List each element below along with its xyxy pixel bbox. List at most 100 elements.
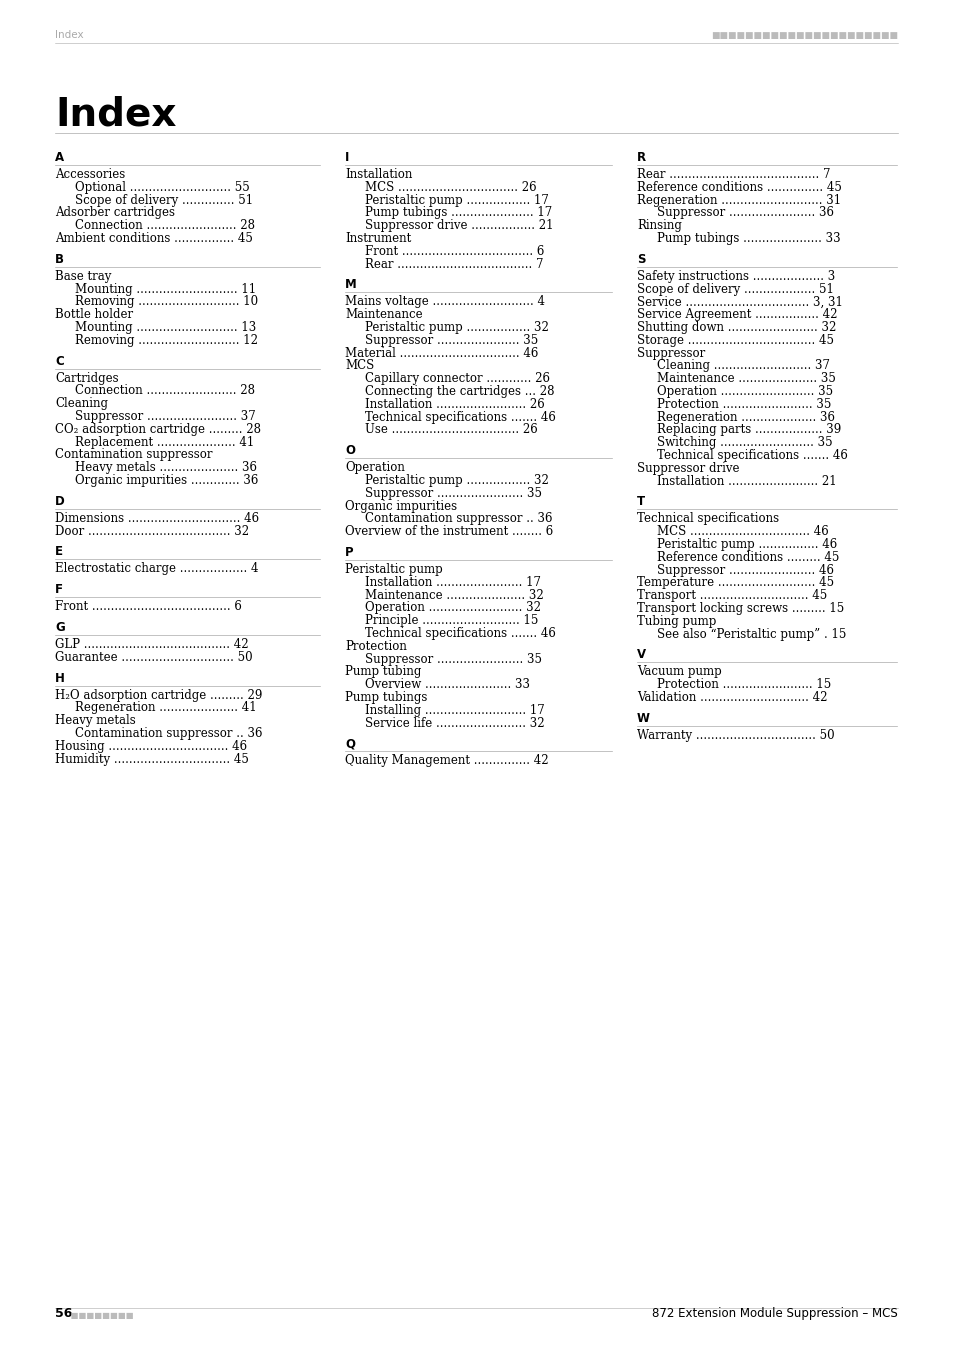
Text: See also “Peristaltic pump” . 15: See also “Peristaltic pump” . 15 (657, 628, 845, 641)
Text: Suppressor ........................ 37: Suppressor ........................ 37 (75, 410, 255, 423)
Text: Validation ............................. 42: Validation .............................… (637, 691, 826, 703)
Text: Protection ........................ 15: Protection ........................ 15 (657, 678, 830, 691)
Text: Regeneration ..................... 41: Regeneration ..................... 41 (75, 702, 256, 714)
Text: Suppressor: Suppressor (637, 347, 704, 359)
Text: Service life ........................ 32: Service life ........................ 32 (365, 717, 544, 729)
Text: Replacing parts .................. 39: Replacing parts .................. 39 (657, 424, 841, 436)
Text: Heavy metals ..................... 36: Heavy metals ..................... 36 (75, 462, 256, 474)
Text: 56: 56 (55, 1307, 72, 1320)
Text: Installation ........................ 26: Installation ........................ 26 (365, 398, 544, 410)
Text: Technical specifications ....... 46: Technical specifications ....... 46 (365, 410, 556, 424)
Text: Index: Index (55, 30, 84, 40)
Text: ■■■■■■■■: ■■■■■■■■ (68, 1311, 133, 1320)
Text: Reference conditions ............... 45: Reference conditions ............... 45 (637, 181, 841, 194)
Text: Protection ........................ 35: Protection ........................ 35 (657, 398, 830, 410)
Text: Storage .................................. 45: Storage ................................… (637, 333, 833, 347)
Text: Pump tubings ..................... 33: Pump tubings ..................... 33 (657, 232, 840, 244)
Text: Suppressor drive ................. 21: Suppressor drive ................. 21 (365, 219, 553, 232)
Text: D: D (55, 495, 65, 508)
Text: Overview of the instrument ........ 6: Overview of the instrument ........ 6 (345, 525, 553, 539)
Text: Rear ........................................ 7: Rear ...................................… (637, 167, 830, 181)
Text: ■■■■■■■■■■■■■■■■■■■■■■: ■■■■■■■■■■■■■■■■■■■■■■ (710, 31, 897, 40)
Text: Pump tubing: Pump tubing (345, 666, 421, 679)
Text: T: T (637, 495, 644, 509)
Text: Installation: Installation (345, 167, 412, 181)
Text: Suppressor ....................... 35: Suppressor ....................... 35 (365, 652, 541, 666)
Text: Rear .................................... 7: Rear ...................................… (365, 258, 543, 270)
Text: Cartridges: Cartridges (55, 371, 118, 385)
Text: Peristaltic pump ................. 32: Peristaltic pump ................. 32 (365, 474, 548, 487)
Text: Removing ........................... 10: Removing ........................... 10 (75, 296, 258, 308)
Text: Organic impurities ............. 36: Organic impurities ............. 36 (75, 474, 258, 487)
Text: Peristaltic pump ................ 46: Peristaltic pump ................ 46 (657, 539, 837, 551)
Text: Technical specifications ....... 46: Technical specifications ....... 46 (365, 626, 556, 640)
Text: R: R (637, 151, 645, 163)
Text: Adsorber cartridges: Adsorber cartridges (55, 207, 174, 220)
Text: Door ...................................... 32: Door ...................................… (55, 525, 249, 537)
Text: Front ................................... 6: Front ..................................… (365, 244, 544, 258)
Text: Warranty ................................ 50: Warranty ...............................… (637, 729, 834, 741)
Text: Regeneration ........................... 31: Regeneration ...........................… (637, 193, 841, 207)
Text: GLP ....................................... 42: GLP ....................................… (55, 639, 249, 651)
Text: Maintenance: Maintenance (345, 308, 422, 321)
Text: Use .................................. 26: Use .................................. 2… (365, 424, 537, 436)
Text: Contamination suppressor .. 36: Contamination suppressor .. 36 (365, 513, 552, 525)
Text: Q: Q (345, 737, 355, 751)
Text: Accessories: Accessories (55, 167, 125, 181)
Text: Dimensions .............................. 46: Dimensions .............................… (55, 512, 259, 525)
Text: Optional ........................... 55: Optional ........................... 55 (75, 181, 250, 194)
Text: Removing ........................... 12: Removing ........................... 12 (75, 333, 257, 347)
Text: Capillary connector ............ 26: Capillary connector ............ 26 (365, 373, 550, 385)
Text: Front ..................................... 6: Front ..................................… (55, 601, 242, 613)
Text: S: S (637, 252, 645, 266)
Text: Shutting down ........................ 32: Shutting down ........................ 3… (637, 321, 836, 333)
Text: CO₂ adsorption cartridge ......... 28: CO₂ adsorption cartridge ......... 28 (55, 423, 261, 436)
Text: Organic impurities: Organic impurities (345, 500, 456, 513)
Text: Service Agreement ................. 42: Service Agreement ................. 42 (637, 308, 837, 321)
Text: Material ................................ 46: Material ...............................… (345, 347, 537, 359)
Text: MCS ................................ 26: MCS ................................ 26 (365, 181, 536, 194)
Text: Principle .......................... 15: Principle .......................... 15 (365, 614, 537, 628)
Text: H: H (55, 671, 65, 684)
Text: Pump tubings: Pump tubings (345, 691, 427, 703)
Text: Connection ........................ 28: Connection ........................ 28 (75, 385, 254, 397)
Text: I: I (345, 151, 349, 163)
Text: Temperature .......................... 45: Temperature .......................... 4… (637, 576, 833, 590)
Text: Tubing pump: Tubing pump (637, 614, 716, 628)
Text: Maintenance ..................... 32: Maintenance ..................... 32 (365, 589, 543, 602)
Text: Technical specifications ....... 46: Technical specifications ....... 46 (657, 450, 847, 462)
Text: Switching ......................... 35: Switching ......................... 35 (657, 436, 832, 450)
Text: Bottle holder: Bottle holder (55, 308, 133, 321)
Text: Mains voltage ........................... 4: Mains voltage ..........................… (345, 296, 544, 308)
Text: Mounting ........................... 11: Mounting ........................... 11 (75, 282, 255, 296)
Text: Operation: Operation (345, 462, 404, 474)
Text: Installation ........................ 21: Installation ........................ 21 (657, 475, 836, 487)
Text: M: M (345, 278, 356, 292)
Text: Suppressor ....................... 46: Suppressor ....................... 46 (657, 563, 833, 576)
Text: Reference conditions ......... 45: Reference conditions ......... 45 (657, 551, 839, 564)
Text: Technical specifications: Technical specifications (637, 513, 779, 525)
Text: Cleaning .......................... 37: Cleaning .......................... 37 (657, 359, 829, 373)
Text: Ambient conditions ................ 45: Ambient conditions ................ 45 (55, 232, 253, 244)
Text: Regeneration .................... 36: Regeneration .................... 36 (657, 410, 834, 424)
Text: Scope of delivery ................... 51: Scope of delivery ................... 51 (637, 282, 833, 296)
Text: Instrument: Instrument (345, 232, 411, 244)
Text: Housing ................................ 46: Housing ................................… (55, 740, 247, 753)
Text: Guarantee .............................. 50: Guarantee ..............................… (55, 651, 253, 664)
Text: Suppressor ....................... 36: Suppressor ....................... 36 (657, 207, 833, 220)
Text: W: W (637, 711, 649, 725)
Text: MCS: MCS (345, 359, 374, 373)
Text: Contamination suppressor .. 36: Contamination suppressor .. 36 (75, 728, 262, 740)
Text: O: O (345, 444, 355, 458)
Text: B: B (55, 252, 64, 266)
Text: Peristaltic pump: Peristaltic pump (345, 563, 442, 576)
Text: Heavy metals: Heavy metals (55, 714, 135, 728)
Text: P: P (345, 545, 354, 559)
Text: Vacuum pump: Vacuum pump (637, 666, 721, 679)
Text: Cleaning: Cleaning (55, 397, 108, 410)
Text: Installation ....................... 17: Installation ....................... 17 (365, 576, 540, 589)
Text: Maintenance ..................... 35: Maintenance ..................... 35 (657, 373, 835, 385)
Text: Transport ............................. 45: Transport ............................. … (637, 589, 826, 602)
Text: 872 Extension Module Suppression – MCS: 872 Extension Module Suppression – MCS (652, 1307, 897, 1320)
Text: Index: Index (55, 95, 176, 134)
